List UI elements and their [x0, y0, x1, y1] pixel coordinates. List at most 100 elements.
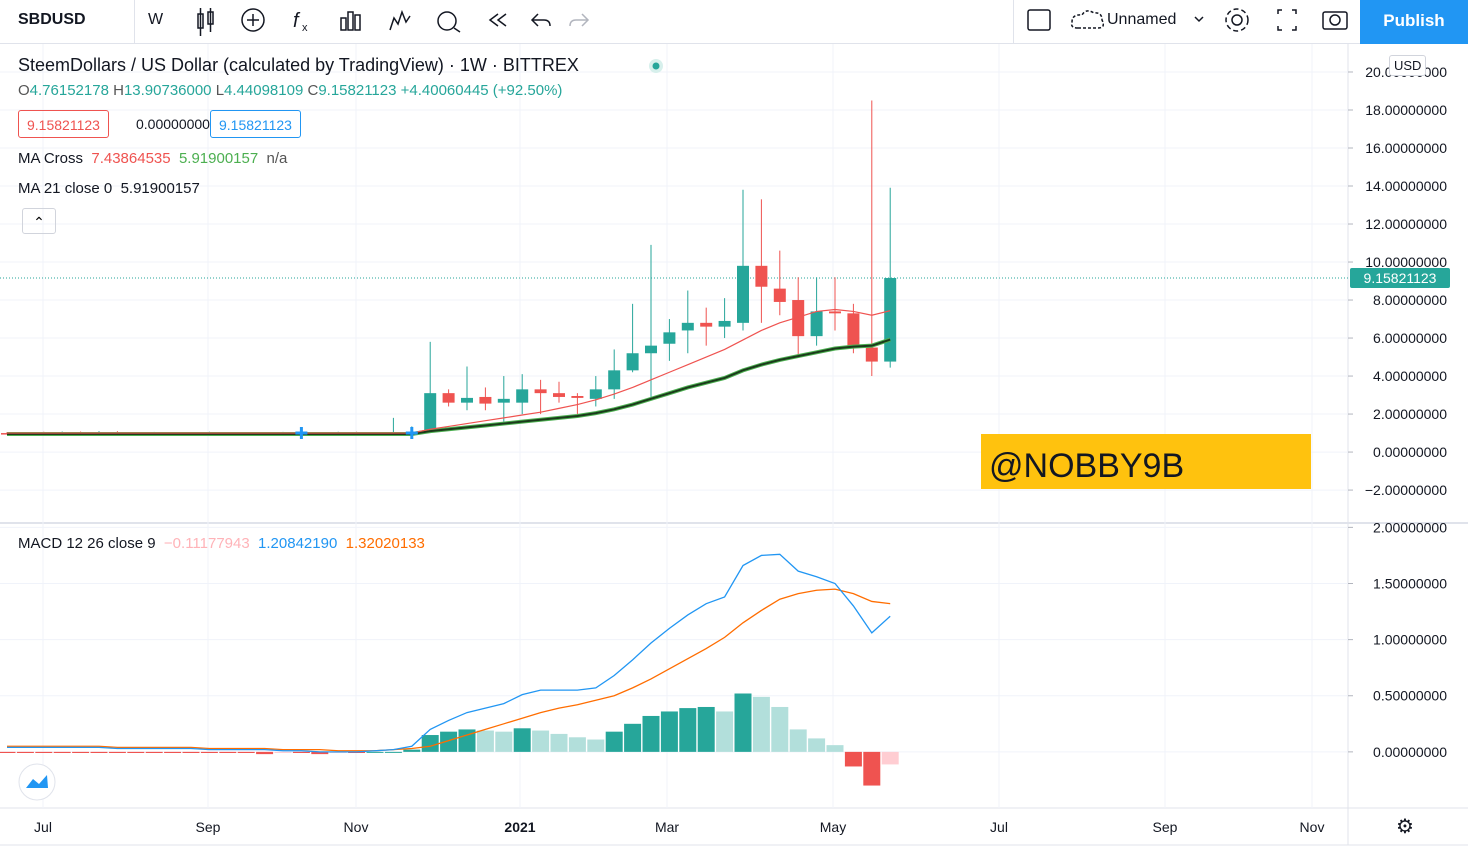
candle-body: [479, 396, 492, 404]
indicator-value: 7.43864535: [91, 150, 171, 167]
histogram-bar: [513, 728, 531, 752]
histogram-bar: [108, 751, 126, 753]
histogram-bar: [550, 733, 568, 752]
histogram-bar: [458, 729, 476, 752]
histogram-bar: [826, 745, 844, 752]
ohlc-label: C: [307, 82, 319, 99]
candle-body: [847, 313, 860, 348]
histogram-bar: [844, 751, 862, 767]
histogram-bar: [642, 715, 660, 752]
histogram-bar: [72, 751, 90, 753]
candle-body: [755, 265, 768, 287]
ohlc-value: 13.90736000: [123, 82, 212, 99]
histogram-bar: [256, 751, 274, 755]
interval[interactable]: W: [148, 11, 164, 28]
histogram-bar: [0, 751, 16, 753]
buy-price[interactable]: 9.15821123: [210, 110, 301, 138]
y-tick-label: 0.00000000: [1373, 444, 1447, 460]
indicator-name: MACD 12 26 close 9: [18, 535, 156, 552]
y-tick-label: 10.00000000: [1365, 254, 1447, 270]
logo-button[interactable]: [17, 762, 57, 802]
layout-name[interactable]: Unnamed: [1107, 11, 1177, 28]
histogram-bar: [403, 749, 421, 752]
y-tick-label: 2.00000000: [1373, 406, 1447, 422]
candle-body: [663, 332, 676, 344]
y-tick-label: 12.00000000: [1365, 216, 1447, 232]
histogram-bar: [624, 723, 642, 752]
candle-body: [516, 389, 529, 403]
time-tick-label: Mar: [655, 819, 679, 835]
histogram-bar: [716, 711, 734, 752]
sell-price[interactable]: 9.15821123: [18, 110, 109, 138]
indicator-name: MA Cross: [18, 150, 84, 167]
candle-body: [884, 278, 897, 362]
y-tick-label: 8.00000000: [1373, 292, 1447, 308]
market-status: [649, 59, 663, 73]
candle-body: [534, 389, 547, 394]
collapse-button[interactable]: ⌃: [22, 208, 56, 234]
histogram-bar: [311, 751, 329, 755]
candle-body: [737, 265, 749, 323]
time-tick-label: 2021: [504, 819, 535, 835]
histogram-bar: [35, 751, 53, 753]
last-price-label: 9.15821123: [1364, 270, 1437, 286]
histogram-bar: [164, 751, 182, 753]
y-tick-label: 18.00000000: [1365, 102, 1447, 118]
ma-fast-line: [7, 308, 891, 434]
candle-body: [773, 288, 786, 302]
ma-slow-line-core: [7, 338, 891, 436]
histogram-bar: [366, 751, 384, 753]
cross-marker: [295, 427, 308, 440]
candle-body: [553, 393, 565, 397]
symbol[interactable]: SBDUSD: [18, 11, 86, 28]
time-tick-label: Jul: [990, 819, 1008, 835]
histogram-bar: [734, 693, 752, 752]
last-price-tag: [1350, 268, 1450, 289]
y-tick-label: 6.00000000: [1373, 330, 1447, 346]
price-axis-bg: [1348, 44, 1468, 844]
histogram-bar: [90, 751, 108, 753]
histogram-bar: [697, 706, 715, 752]
time-tick-label: Jul: [34, 819, 52, 835]
histogram-bar: [568, 737, 586, 752]
histogram-bar: [771, 706, 789, 752]
time-tick-label: Nov: [1300, 819, 1325, 835]
separator: [134, 0, 135, 44]
y-tick-label: 4.00000000: [1373, 368, 1447, 384]
histogram-bar: [16, 751, 34, 753]
y-tick-label: −2.00000000: [1365, 482, 1447, 498]
indicator-value: 5.91900157: [120, 180, 200, 197]
histogram-bar: [440, 731, 458, 752]
candle-body: [442, 393, 455, 403]
indicator-value: n/a: [266, 150, 288, 167]
histogram-bar: [53, 751, 71, 753]
candle-body: [424, 393, 437, 433]
cross-marker: [405, 427, 418, 440]
histogram-bar: [292, 751, 310, 753]
toolbar-right-icons[interactable]: [1020, 0, 1360, 44]
y-tick-label: 1.50000000: [1373, 575, 1447, 591]
price-change: +4.40060445 (+92.50%): [400, 82, 563, 99]
histogram-bar: [863, 751, 881, 786]
candle-body: [589, 389, 602, 399]
candle-body: [461, 397, 473, 403]
histogram-bar: [421, 735, 439, 752]
currency-badge[interactable]: USD: [1389, 55, 1427, 76]
time-tick-label: May: [820, 819, 846, 835]
ohlc-value: 9.15821123: [318, 82, 397, 99]
indicator-value: 1.20842190: [258, 535, 338, 552]
candle-body: [865, 347, 878, 362]
histogram-bar: [789, 729, 807, 752]
candle-body: [497, 398, 510, 403]
histogram-bar: [752, 696, 770, 752]
candle-body: [718, 320, 731, 327]
ohlc-legend: O4.76152178 H13.90736000 L4.44098109 C9.…: [18, 82, 562, 99]
settings-icon: ⚙: [1396, 816, 1414, 838]
publish-button[interactable]: Publish: [1360, 0, 1468, 44]
histogram-bar: [476, 730, 494, 752]
histogram-bar: [495, 731, 513, 752]
indicator-name: MA 21 close 0: [18, 180, 113, 197]
